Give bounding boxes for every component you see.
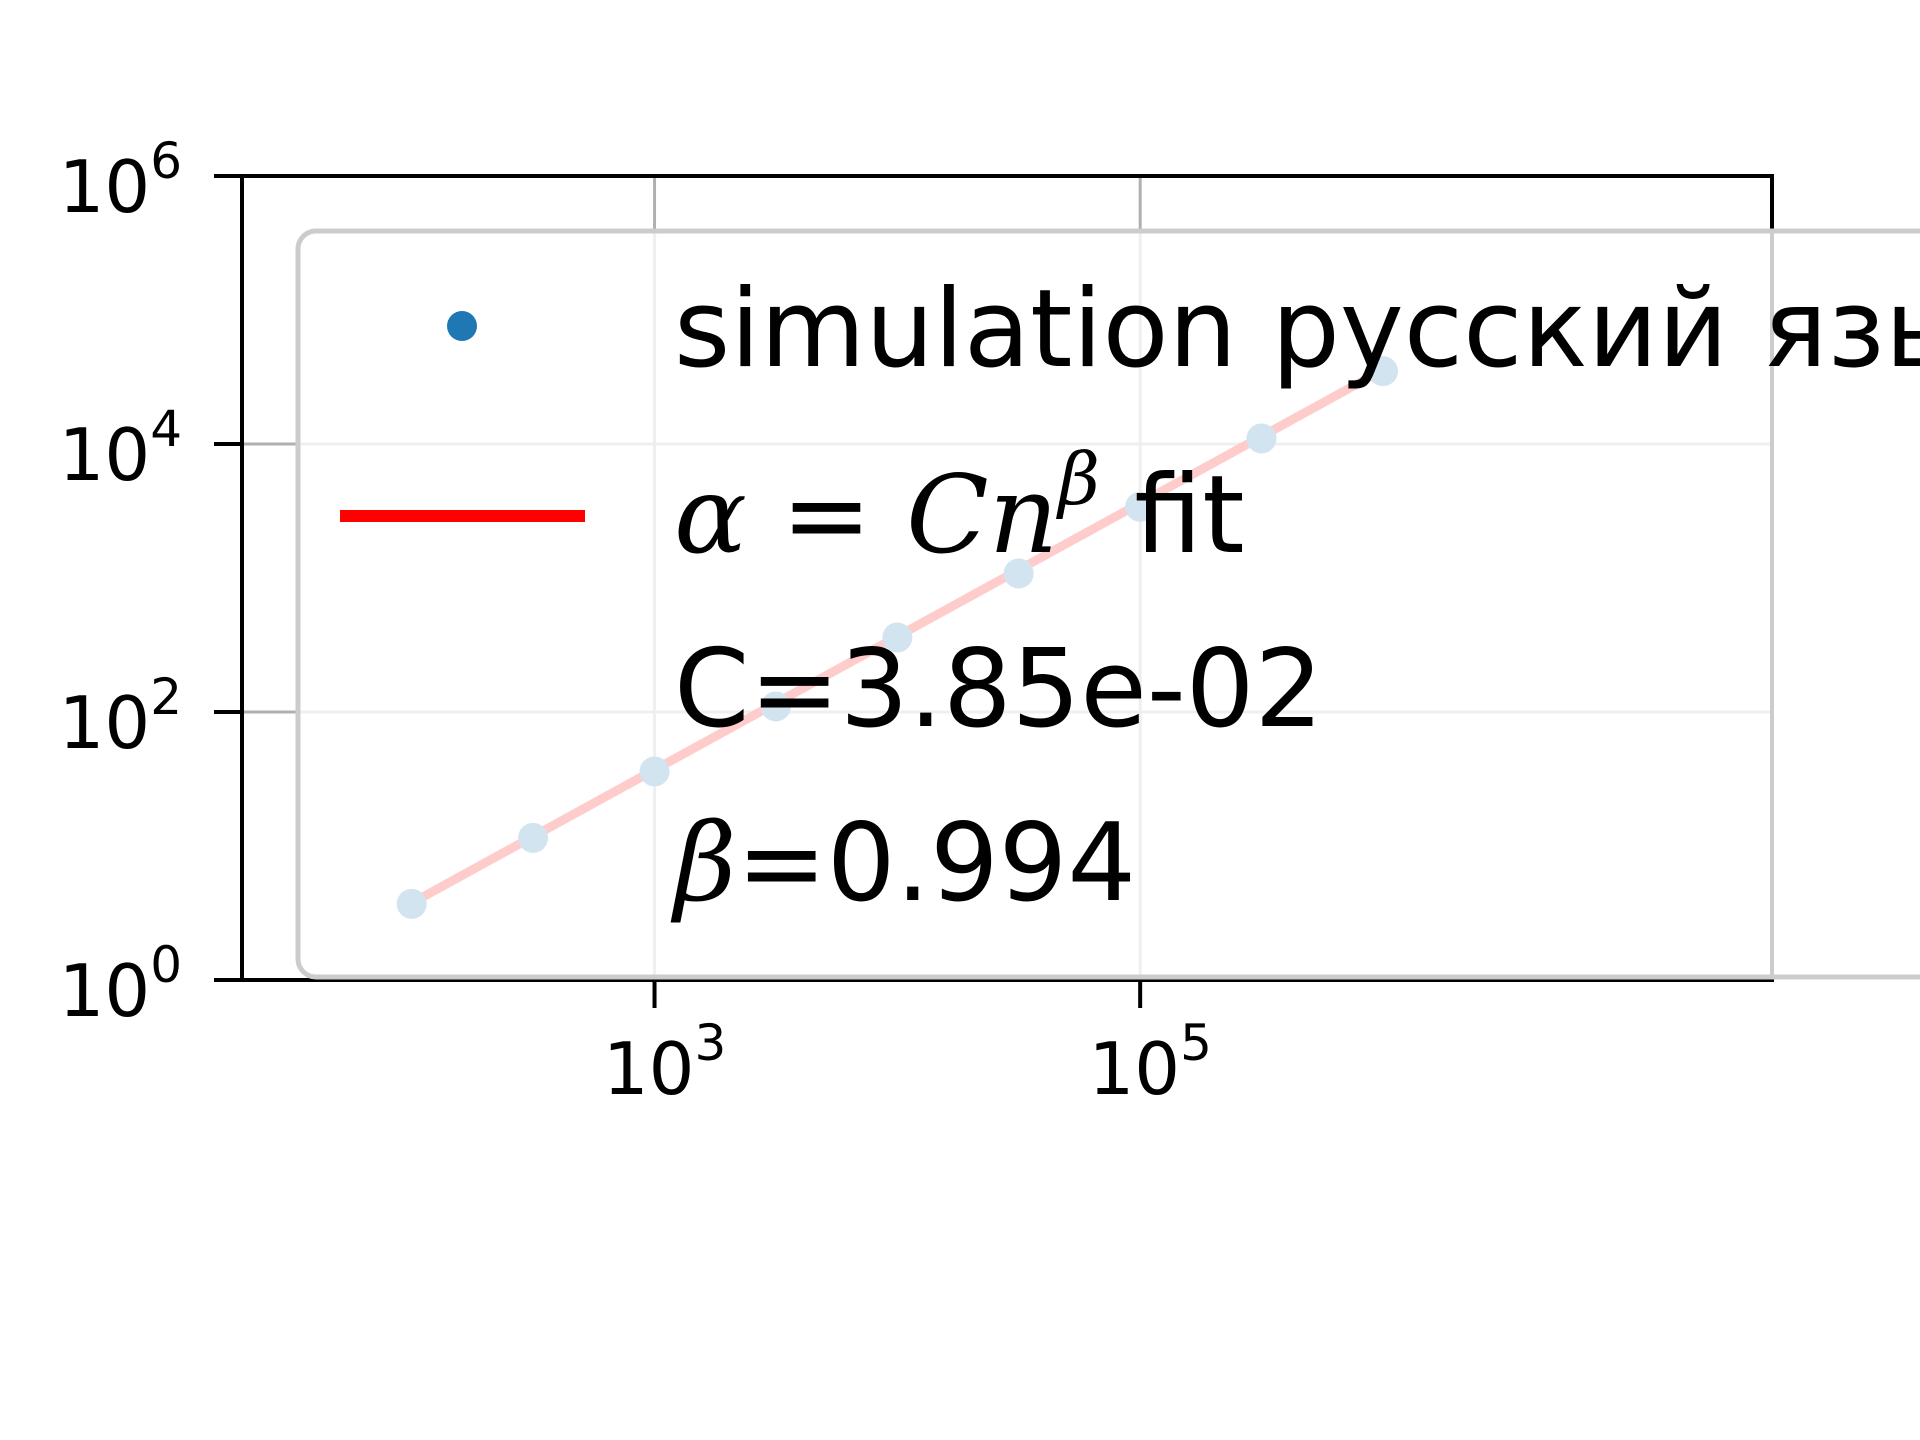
y-tick-exp: 2 [150,668,182,726]
x-tick-label: 103 [603,1014,726,1111]
y-tick-label: 104 [59,400,182,497]
x-tick-base: 10 [603,1027,695,1111]
y-tick-label: 102 [59,668,182,765]
x-tick-exp: 3 [694,1014,726,1072]
y-tick-base: 10 [59,145,151,229]
y-tick-base: 10 [59,413,151,497]
legend-scatter-label: simulation русский язык [674,267,1920,392]
legend-fit-label: α = Cnβ fit [674,437,1245,578]
legend-fit-n: n [989,453,1059,578]
x-tick-exp: 5 [1180,1014,1212,1072]
y-tick-exp: 4 [150,400,182,458]
y-tick-base: 10 [59,949,151,1033]
legend-fit-beta: β [1055,437,1100,521]
legend-beta-value: β=0.994 [670,801,1136,926]
y-tick-label: 100 [59,936,182,1033]
legend-c-value: C=3.85e-02 [674,627,1323,752]
legend-fit-eq: = [747,453,906,578]
legend-fit-suffix: fit [1100,453,1245,578]
x-axis: 103 105 [603,980,1212,1111]
y-tick-base: 10 [59,681,151,765]
legend-box [295,228,1920,980]
legend-fit-alpha: α [674,453,747,578]
legend-fit-c: C [906,453,989,578]
y-tick-exp: 6 [150,132,182,190]
legend: simulation русский язык α = Cnβ fit C=3.… [295,228,1920,980]
y-tick-exp: 0 [150,936,182,994]
x-tick-base: 10 [1088,1027,1180,1111]
x-tick-label: 105 [1088,1014,1211,1111]
y-tick-label: 106 [59,132,182,229]
legend-scatter-marker [447,311,477,341]
legend-beta-text: =0.994 [736,801,1136,926]
legend-beta-symbol: β [670,801,736,926]
